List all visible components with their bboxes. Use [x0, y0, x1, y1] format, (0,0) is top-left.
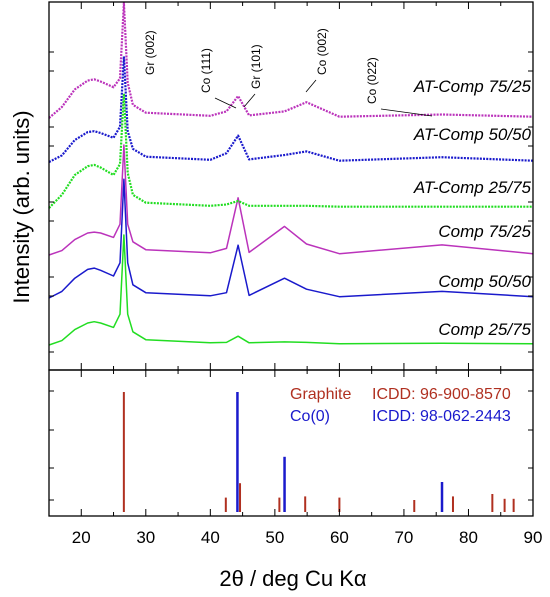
x-axis-label: 2θ / deg Cu Kα — [219, 566, 367, 591]
legend-cobalt: Co(0) — [290, 408, 330, 425]
pattern-at-comp-50-50 — [48, 55, 534, 163]
label-comp-50-50: Comp 50/50 — [438, 272, 531, 291]
legend-cobalt-icdd: ICDD: 98-062-2443 — [372, 408, 511, 425]
bottom-panel-frame — [48, 369, 534, 517]
x-tick-label: 80 — [459, 528, 478, 547]
leader-co-022 — [380, 108, 433, 117]
label-at-comp-50-50: AT-Comp 50/50 — [413, 125, 532, 144]
x-tick-label: 50 — [265, 528, 284, 547]
peak-label-co-002: Co (002) — [315, 28, 329, 75]
label-at-comp-75-25: AT-Comp 75/25 — [413, 77, 532, 96]
x-tick-label: 20 — [72, 528, 91, 547]
x-tick-label: 30 — [136, 528, 155, 547]
peak-label-gr-002: Gr (002) — [143, 30, 157, 75]
label-comp-75-25: Comp 75/25 — [438, 222, 531, 241]
reference-legend: Graphite ICDD: 96-900-8570 Co(0) ICDD: 9… — [290, 386, 511, 425]
leader-co-111 — [214, 97, 237, 109]
peak-annotations: Gr (002) Co (111) Gr (101) Co (002) Co (… — [143, 28, 433, 117]
series-labels: AT-Comp 75/25 AT-Comp 50/50 AT-Comp 25/7… — [413, 77, 532, 339]
legend-graphite: Graphite — [290, 386, 351, 403]
pattern-comp-75-25 — [48, 144, 534, 256]
x-tick-label: 40 — [201, 528, 220, 547]
peak-label-gr-101: Gr (101) — [249, 44, 263, 89]
x-tick-label: 90 — [524, 528, 543, 547]
peak-label-co-111: Co (111) — [199, 48, 213, 93]
x-tick-label: 70 — [394, 528, 413, 547]
leader-gr-101 — [243, 93, 256, 108]
label-comp-25-75: Comp 25/75 — [438, 320, 531, 339]
legend-graphite-icdd: ICDD: 96-900-8570 — [372, 386, 511, 403]
y-axis-label: Intensity (arb. units) — [9, 110, 34, 303]
pattern-comp-50-50 — [48, 178, 534, 299]
peak-label-co-022: Co (022) — [365, 57, 379, 104]
x-tick-label: 60 — [330, 528, 349, 547]
label-at-comp-25-75: AT-Comp 25/75 — [413, 178, 532, 197]
pattern-comp-25-75 — [48, 234, 534, 346]
leader-co-002 — [305, 79, 317, 93]
